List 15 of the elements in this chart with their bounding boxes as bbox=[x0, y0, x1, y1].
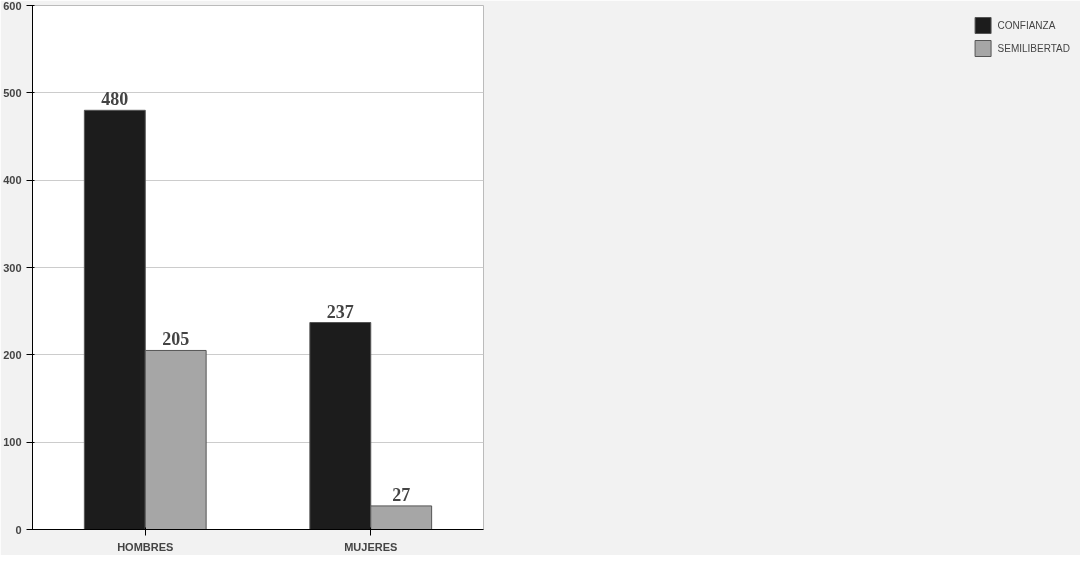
y-tick-label: 100 bbox=[3, 436, 22, 449]
x-tick-label: MUJERES bbox=[344, 540, 398, 553]
x-tick-label: HOMBRES bbox=[117, 540, 174, 553]
data-label: 27 bbox=[392, 484, 411, 505]
data-label: 237 bbox=[326, 301, 354, 322]
y-tick-label: 600 bbox=[3, 0, 22, 12]
legend-label: SEMILIBERTAD bbox=[997, 42, 1070, 54]
data-label: 480 bbox=[101, 89, 129, 110]
y-tick-label: 200 bbox=[3, 348, 22, 361]
y-tick-label: 300 bbox=[3, 261, 22, 274]
y-tick-label: 500 bbox=[3, 86, 22, 99]
legend-label: CONFIANZA bbox=[997, 19, 1056, 31]
y-tick-label: 400 bbox=[3, 174, 22, 187]
y-tick-label: 0 bbox=[15, 523, 22, 536]
data-label: 205 bbox=[162, 329, 190, 350]
